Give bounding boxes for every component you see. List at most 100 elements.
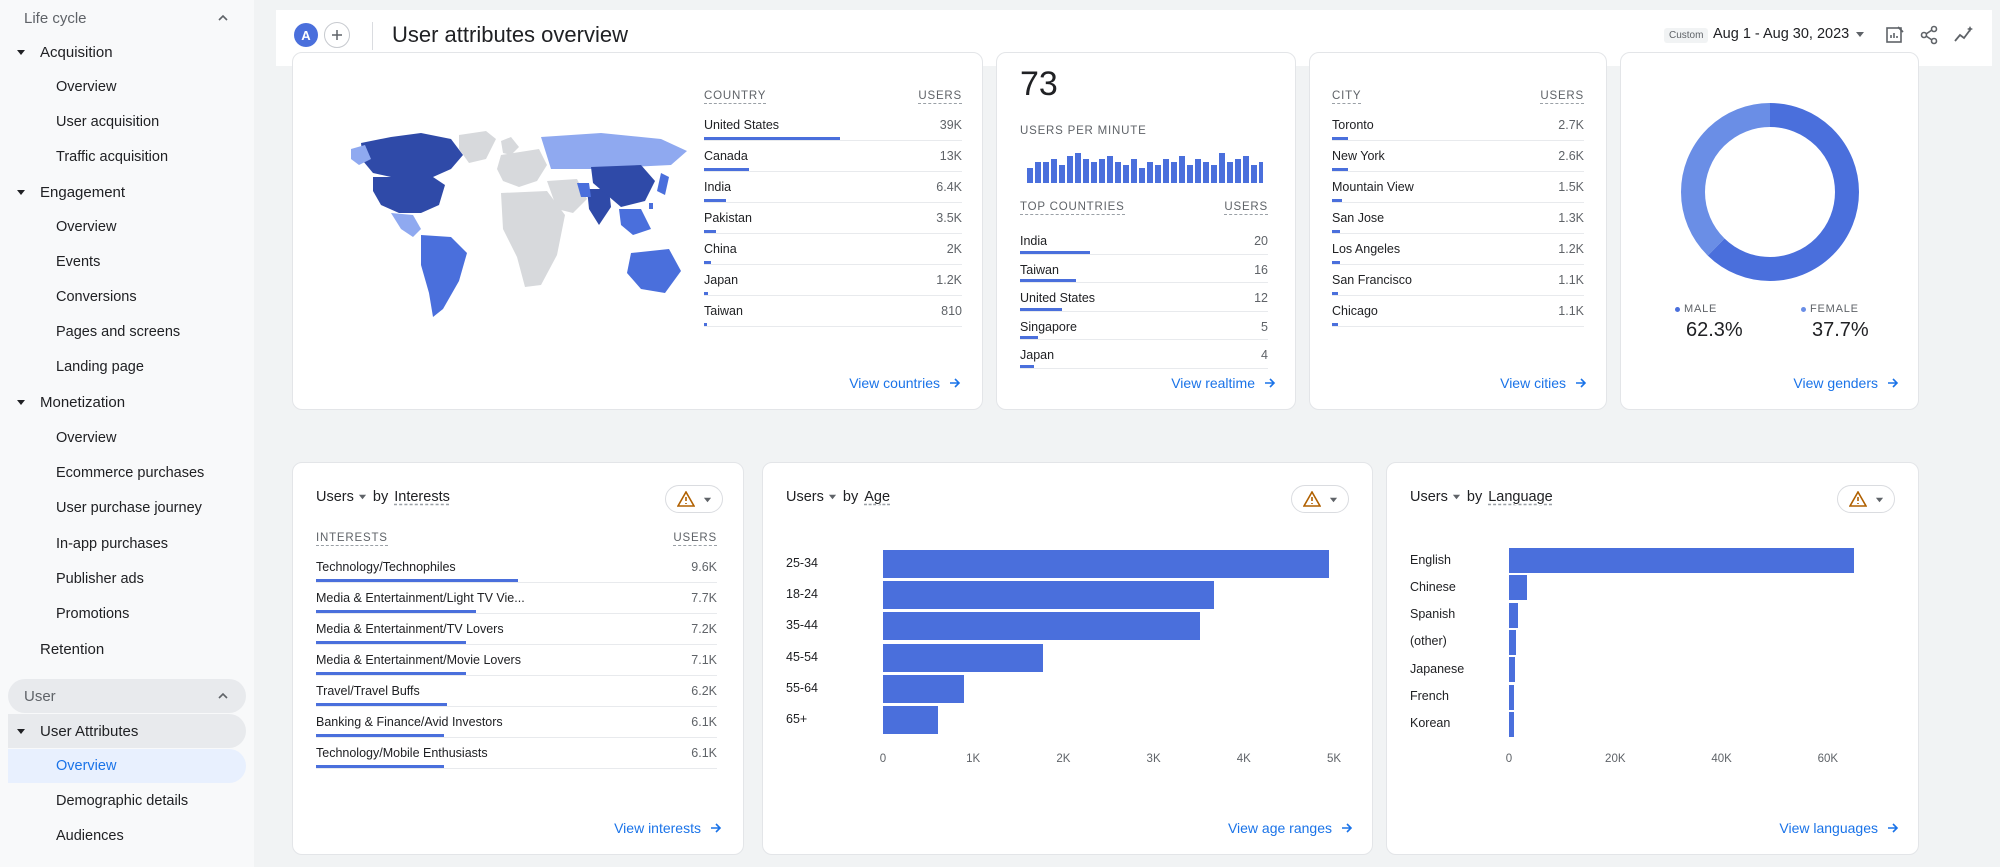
age-bar[interactable] [883, 612, 1200, 641]
age-bar[interactable] [883, 581, 1215, 610]
sidebar-group-user-attributes[interactable]: User Attributes [8, 714, 246, 748]
sidebar-item-user-purchase-journey[interactable]: User purchase journey [56, 500, 202, 516]
interest-row-value: 9.6K [691, 560, 717, 574]
sidebar-item-user-acquisition[interactable]: User acquisition [56, 114, 160, 130]
insights-button[interactable] [1951, 22, 1977, 48]
view-realtime-link[interactable]: View realtime [1171, 375, 1277, 391]
sidebar-item-demographic-details[interactable]: Demographic details [56, 793, 189, 809]
city-row[interactable]: San Francisco 1.1K [1332, 265, 1584, 296]
country-row[interactable]: Pakistan 3.5K [704, 203, 962, 234]
age-x-tick-label: 3K [1146, 753, 1161, 765]
sidebar-item-events[interactable]: Events [56, 254, 101, 270]
sidebar-section-user[interactable]: User [8, 679, 246, 713]
date-range-picker[interactable]: Aug 1 - Aug 30, 2023 [1713, 26, 1865, 42]
avatar[interactable]: A [294, 23, 318, 47]
sidebar-item-ecommerce-purchases[interactable]: Ecommerce purchases [56, 465, 205, 481]
language-bar[interactable] [1509, 629, 1516, 655]
sidebar-item-monetization-overview[interactable]: Overview [56, 430, 117, 446]
interest-row[interactable]: Technology/Mobile Enthusiasts 6.1K [316, 738, 717, 769]
interest-row[interactable]: Media & Entertainment/Light TV Vie... 7.7… [316, 583, 717, 614]
language-warning-button[interactable] [1837, 485, 1895, 513]
interests-warning-button[interactable] [665, 485, 723, 513]
city-row-bar [1332, 199, 1342, 202]
interest-row[interactable]: Banking & Finance/Avid Investors 6.1K [316, 707, 717, 738]
language-bar[interactable] [1509, 548, 1855, 573]
view-cities-link[interactable]: View cities [1500, 375, 1588, 391]
sidebar-item-traffic-acquisition[interactable]: Traffic acquisition [56, 149, 169, 165]
top-country-row[interactable]: Taiwan 16 [1020, 255, 1268, 283]
metric-selector[interactable]: Users [316, 489, 367, 505]
city-row-bar [1332, 168, 1348, 171]
sidebar-item-publisher-ads[interactable]: Publisher ads [56, 571, 144, 587]
view-age-ranges-link[interactable]: View age ranges [1228, 820, 1354, 836]
sidebar-section-lifecycle[interactable]: Life cycle [8, 1, 246, 35]
sparkline-bar [1259, 162, 1263, 183]
interest-row[interactable]: Media & Entertainment/TV Lovers 7.2K [316, 614, 717, 645]
city-row-label: Mountain View [1332, 180, 1414, 194]
city-row[interactable]: Toronto 2.7K [1332, 110, 1584, 141]
country-row[interactable]: Taiwan 810 [704, 296, 962, 327]
country-row[interactable]: China 2K [704, 234, 962, 265]
insights-icon [1954, 26, 1973, 42]
language-bar[interactable] [1509, 711, 1514, 737]
sidebar-item-acquisition-overview[interactable]: Overview [56, 79, 117, 95]
donut-slice-female[interactable] [1681, 103, 1859, 281]
sidebar-item-user-attributes-overview[interactable]: Overview [8, 749, 246, 783]
city-row[interactable]: New York 2.6K [1332, 141, 1584, 172]
interest-row[interactable]: Media & Entertainment/Movie Lovers 7.1K [316, 645, 717, 676]
top-country-row-label: United States [1020, 291, 1096, 305]
interest-row[interactable]: Travel/Travel Buffs 6.2K [316, 676, 717, 707]
age-bar[interactable] [883, 643, 1043, 672]
sidebar-group-engagement[interactable]: Engagement [8, 175, 246, 209]
sidebar-item-engagement-overview[interactable]: Overview [56, 219, 117, 235]
city-row-value: 1.5K [1558, 180, 1584, 194]
sidebar-item-pages-and-screens[interactable]: Pages and screens [56, 324, 181, 340]
country-row[interactable]: India 6.4K [704, 172, 962, 203]
countries-table-header: COUNTRY USERS [704, 90, 962, 104]
country-row[interactable]: United States 39K [704, 110, 962, 141]
add-comparison-button[interactable] [324, 22, 350, 48]
city-row[interactable]: Chicago 1.1K [1332, 296, 1584, 327]
view-interests-link[interactable]: View interests [614, 820, 723, 836]
city-row[interactable]: Mountain View 1.5K [1332, 172, 1584, 203]
city-row[interactable]: San Jose 1.3K [1332, 203, 1584, 234]
top-country-row[interactable]: Singapore 5 [1020, 312, 1268, 340]
country-row[interactable]: Japan 1.2K [704, 265, 962, 296]
city-row-label: San Francisco [1332, 273, 1412, 287]
age-bar[interactable] [883, 706, 939, 734]
share-button[interactable] [1916, 22, 1942, 48]
sidebar-item-landing-page[interactable]: Landing page [56, 359, 144, 375]
metric-selector[interactable]: Users [786, 489, 837, 505]
sidebar-section-label: Life cycle [24, 9, 87, 27]
age-bar[interactable] [883, 550, 1330, 578]
edit-report-button[interactable] [1882, 22, 1908, 48]
sidebar-item-in-app-purchases[interactable]: In-app purchases [56, 536, 169, 552]
language-bar[interactable] [1509, 602, 1519, 628]
arrow-right-icon [711, 823, 722, 833]
sidebar-item-audiences[interactable]: Audiences [56, 828, 124, 844]
city-row[interactable]: Los Angeles 1.2K [1332, 234, 1584, 265]
age-bar[interactable] [883, 674, 965, 703]
age-warning-button[interactable] [1291, 485, 1349, 513]
sidebar-item-conversions[interactable]: Conversions [56, 289, 137, 305]
language-bar[interactable] [1509, 657, 1515, 683]
country-row-label: China [704, 242, 737, 256]
interest-row[interactable]: Technology/Technophiles 9.6K [316, 552, 717, 583]
plus-icon [332, 30, 342, 40]
view-countries-link[interactable]: View countries [849, 375, 962, 391]
interests-table-header: INTERESTS USERS [316, 532, 717, 546]
country-row-label: Canada [704, 149, 748, 163]
top-country-row[interactable]: Japan 4 [1020, 340, 1268, 369]
sidebar-group-acquisition[interactable]: Acquisition [8, 35, 246, 69]
metric-selector[interactable]: Users [1410, 489, 1461, 505]
country-row[interactable]: Canada 13K [704, 141, 962, 172]
sidebar-group-retention[interactable]: Retention [8, 632, 246, 666]
language-bar[interactable] [1509, 575, 1528, 601]
language-bar[interactable] [1509, 684, 1515, 710]
top-country-row[interactable]: United States 12 [1020, 283, 1268, 312]
top-country-row[interactable]: India 20 [1020, 226, 1268, 255]
view-languages-link[interactable]: View languages [1779, 820, 1900, 836]
sidebar-item-promotions[interactable]: Promotions [56, 606, 130, 622]
view-genders-link[interactable]: View genders [1793, 375, 1900, 391]
sidebar-group-monetization[interactable]: Monetization [8, 385, 246, 419]
